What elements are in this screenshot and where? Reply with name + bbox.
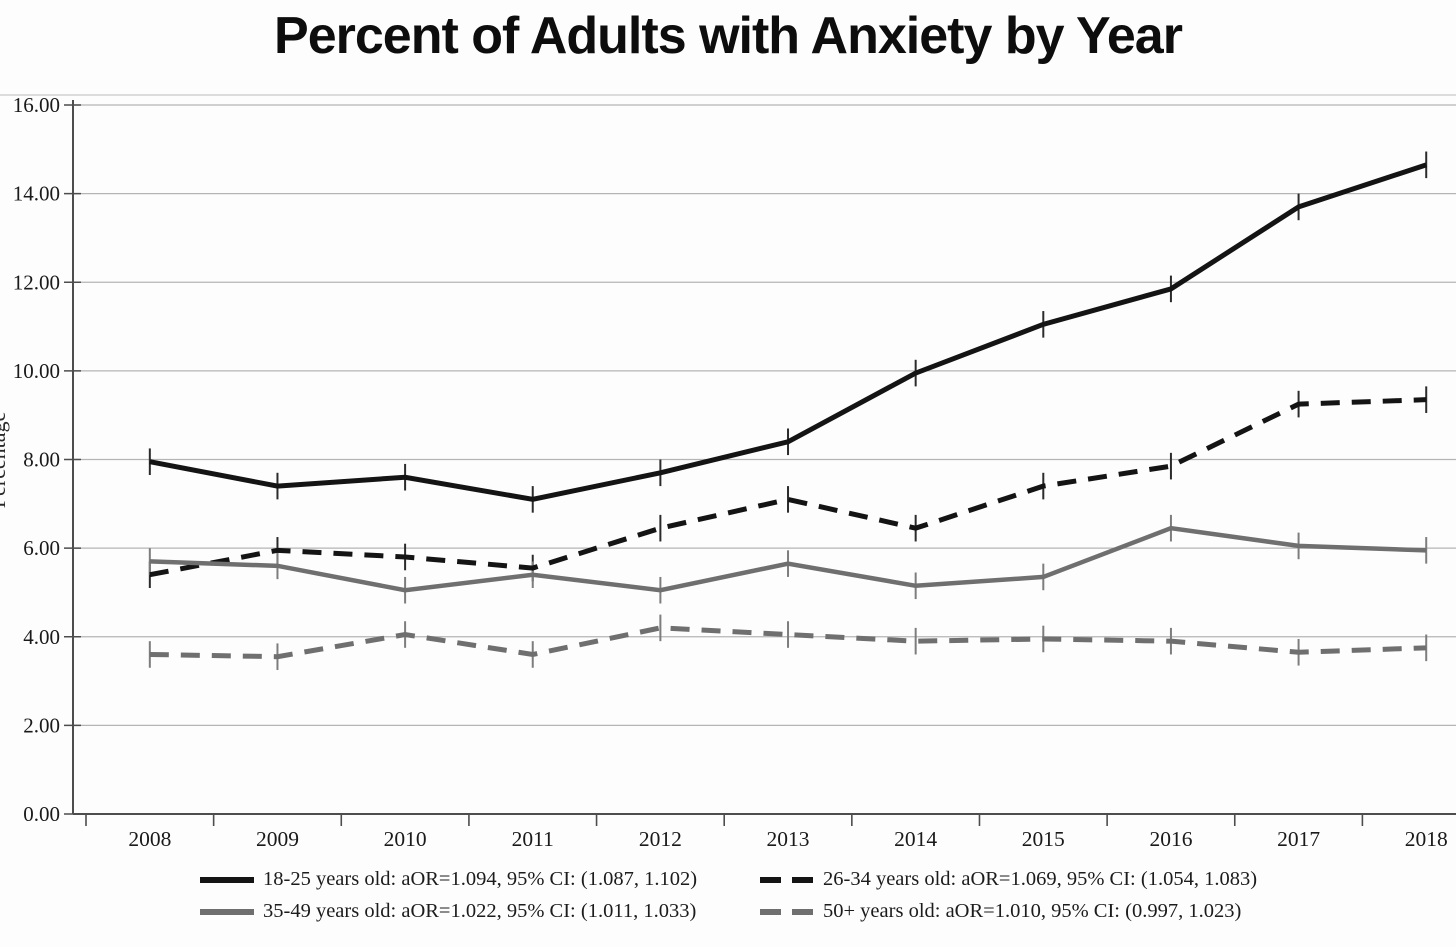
legend-item-26-34-years-old: 26-34 years old: aOR=1.069, 95% CI: (1.0…: [760, 868, 1257, 891]
series-line-26-34-years-old: [149, 397, 1427, 578]
y-tick-label: 16.00: [13, 93, 60, 117]
legend-label: 50+ years old: aOR=1.010, 95% CI: (0.997…: [823, 900, 1242, 922]
y-tick-label: 10.00: [13, 359, 60, 383]
y-tick-label: 8.00: [23, 448, 60, 472]
legend-line-sample-icon: [200, 908, 254, 915]
x-tick-label: 2018: [1405, 827, 1448, 851]
x-tick-label: 2013: [767, 827, 810, 851]
x-tick-label: 2008: [128, 827, 171, 851]
x-tick-label: 2017: [1277, 827, 1320, 851]
x-tick-label: 2015: [1022, 827, 1065, 851]
legend-item-18-25-years-old: 18-25 years old: aOR=1.094, 95% CI: (1.0…: [200, 868, 760, 891]
x-tick-label: 2014: [894, 827, 937, 851]
series-line-18-25-years-old: [149, 162, 1428, 502]
y-axis-title: Percentage: [0, 412, 10, 509]
legend-line-sample-icon: [760, 908, 814, 915]
legend-item-50-years-old: 50+ years old: aOR=1.010, 95% CI: (0.997…: [760, 900, 1257, 923]
legend-item-35-49-years-old: 35-49 years old: aOR=1.022, 95% CI: (1.0…: [200, 900, 760, 923]
legend-label: 18-25 years old: aOR=1.094, 95% CI: (1.0…: [263, 868, 698, 890]
y-tick-label: 12.00: [13, 270, 60, 294]
x-tick-label: 2011: [512, 827, 554, 851]
y-tick-label: 0.00: [23, 802, 60, 826]
legend-line-sample-icon: [760, 876, 814, 883]
y-tick-label: 2.00: [23, 713, 60, 737]
x-tick-label: 2012: [639, 827, 682, 851]
legend-line-sample-icon: [200, 876, 254, 883]
x-tick-label: 2010: [384, 827, 427, 851]
chart-legend: 18-25 years old: aOR=1.094, 95% CI: (1.0…: [200, 868, 1257, 923]
legend-label: 26-34 years old: aOR=1.069, 95% CI: (1.0…: [823, 868, 1258, 890]
series-line-35-49-years-old: [149, 525, 1427, 593]
y-tick-label: 4.00: [23, 625, 60, 649]
y-tick-label: 6.00: [23, 536, 60, 560]
x-tick-label: 2009: [256, 827, 299, 851]
x-tick-label: 2016: [1149, 827, 1192, 851]
y-tick-label: 14.00: [13, 182, 60, 206]
chart-title: Percent of Adults with Anxiety by Year: [274, 7, 1183, 65]
legend-label: 35-49 years old: aOR=1.022, 95% CI: (1.0…: [263, 900, 697, 922]
series-line-50-years-old: [149, 625, 1427, 660]
